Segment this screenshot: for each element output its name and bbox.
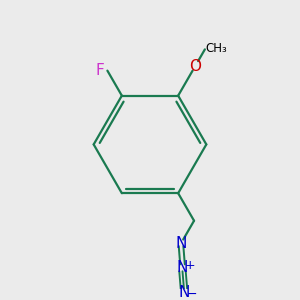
Text: CH₃: CH₃ — [205, 42, 227, 55]
Text: O: O — [189, 58, 201, 74]
Text: F: F — [96, 63, 104, 78]
Text: N: N — [176, 236, 187, 251]
Text: N: N — [177, 260, 188, 275]
Text: −: − — [187, 288, 197, 300]
Text: +: + — [185, 259, 196, 272]
Text: N: N — [178, 285, 190, 300]
